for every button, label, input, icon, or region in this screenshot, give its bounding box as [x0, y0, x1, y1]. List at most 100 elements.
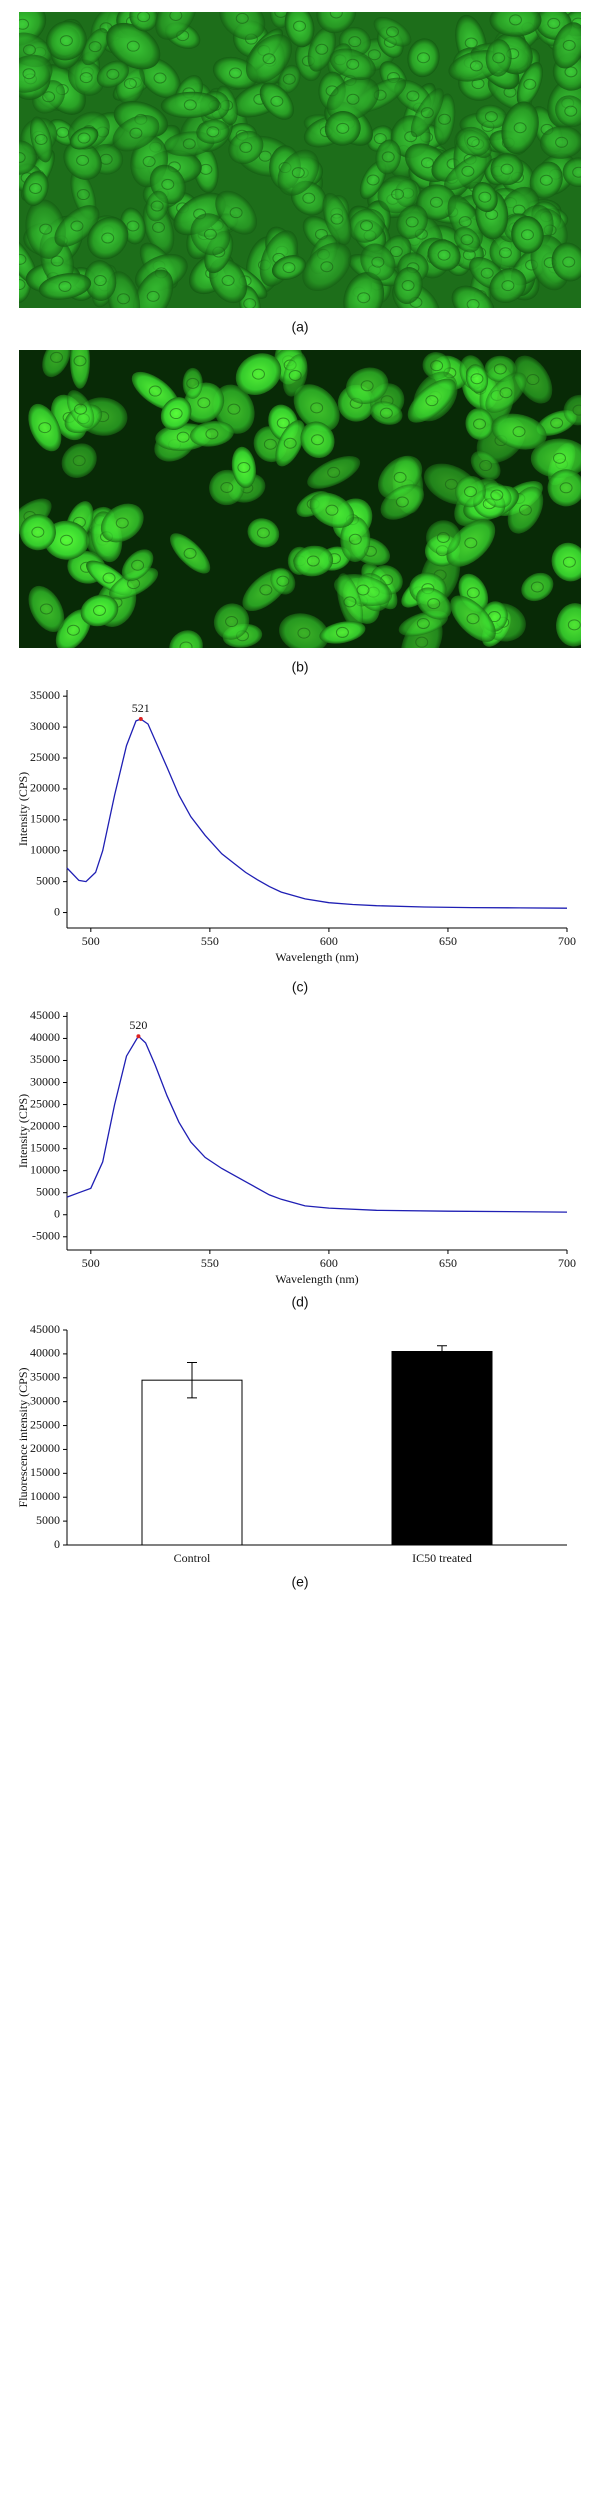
nucleus: [306, 555, 320, 567]
nucleus: [346, 93, 360, 105]
nucleus: [373, 133, 387, 145]
cell: [106, 22, 161, 70]
nucleus: [499, 387, 513, 399]
nucleus: [523, 78, 537, 90]
cell: [472, 182, 498, 213]
cell: [309, 492, 355, 528]
cell: [450, 595, 496, 642]
nucleus: [484, 111, 498, 123]
y-tick-label: 20000: [30, 781, 60, 795]
cell: [112, 114, 160, 152]
error-bar: [437, 1345, 447, 1358]
cell: [22, 171, 49, 206]
nucleus: [183, 99, 197, 111]
nucleus: [391, 188, 405, 200]
cell: [279, 613, 329, 648]
y-tick-label: 20000: [30, 1118, 60, 1132]
cell: [345, 367, 389, 405]
error-bar: [187, 1361, 197, 1399]
nucleus: [206, 126, 220, 138]
peak-label: 520: [129, 1018, 147, 1032]
nucleus: [458, 216, 472, 228]
cell: [302, 242, 352, 292]
cell: [316, 12, 357, 34]
nucleus: [405, 216, 419, 228]
cell: [38, 273, 92, 300]
nucleus: [73, 355, 87, 367]
nucleus: [291, 167, 305, 179]
nucleus: [50, 351, 64, 363]
nucleus: [530, 581, 544, 593]
x-tick-label: 600: [320, 934, 338, 948]
cell: [343, 271, 385, 308]
nucleus: [66, 624, 80, 636]
cell: [215, 190, 257, 235]
cell: [61, 443, 97, 478]
nucleus: [123, 78, 137, 90]
y-tick-label: 25000: [30, 1096, 60, 1110]
cell: [340, 516, 371, 563]
micrograph-b: [19, 350, 581, 648]
nucleus: [169, 408, 183, 420]
cell: [380, 484, 425, 520]
nucleus: [310, 434, 324, 446]
peak-marker: [138, 717, 143, 722]
x-tick-label: 650: [439, 1256, 457, 1270]
y-tick-label: 0: [54, 1206, 60, 1220]
nucleus: [39, 223, 53, 235]
cell: [556, 603, 581, 647]
cell: [270, 567, 296, 595]
nucleus: [150, 200, 164, 212]
nucleus: [526, 374, 540, 386]
cell: [109, 567, 159, 600]
cells: [19, 12, 581, 308]
nucleus: [283, 437, 297, 449]
cell: [416, 587, 452, 620]
cell: [501, 101, 539, 154]
cell: [521, 572, 554, 602]
micrograph-a: [19, 12, 581, 308]
nucleus: [572, 166, 581, 178]
cell: [425, 520, 461, 555]
y-axis-title: Intensity (CPS): [16, 772, 30, 846]
cell: [375, 139, 402, 175]
nucleus: [555, 136, 569, 148]
nucleus: [243, 298, 257, 308]
nucleus: [420, 107, 434, 119]
cell: [489, 12, 542, 37]
cell: [231, 446, 256, 489]
nucleus: [225, 616, 239, 628]
nucleus: [348, 533, 362, 545]
nucleus: [315, 43, 329, 55]
nucleus: [19, 152, 26, 164]
nucleus: [327, 466, 341, 478]
nucleus: [550, 417, 564, 429]
cell: [552, 22, 581, 69]
nucleus: [389, 246, 403, 258]
cell: [370, 401, 403, 425]
nucleus: [237, 462, 251, 474]
y-tick-label: 10000: [30, 1489, 60, 1503]
cell: [319, 621, 366, 644]
nucleus: [564, 105, 578, 117]
y-tick-label: 30000: [30, 1393, 60, 1407]
cell: [451, 285, 495, 308]
cell: [160, 397, 192, 430]
spectrum-line: [66, 1035, 568, 1213]
nucleus: [169, 12, 183, 21]
cell: [182, 367, 203, 399]
nucleus: [330, 213, 344, 225]
y-axis-title: Fluorescence intensity (CPS): [16, 1368, 30, 1508]
nucleus: [77, 132, 91, 144]
y-tick-label: 25000: [30, 1417, 60, 1431]
cell: [245, 34, 293, 84]
nucleus: [438, 113, 452, 125]
y-tick-label: 5000: [36, 1184, 60, 1198]
cell: [465, 364, 489, 394]
cell: [213, 603, 250, 640]
cell: [529, 161, 563, 199]
peak-marker: [136, 1034, 141, 1039]
cell: [100, 503, 144, 543]
nucleus: [221, 275, 235, 287]
cell: [293, 545, 334, 577]
